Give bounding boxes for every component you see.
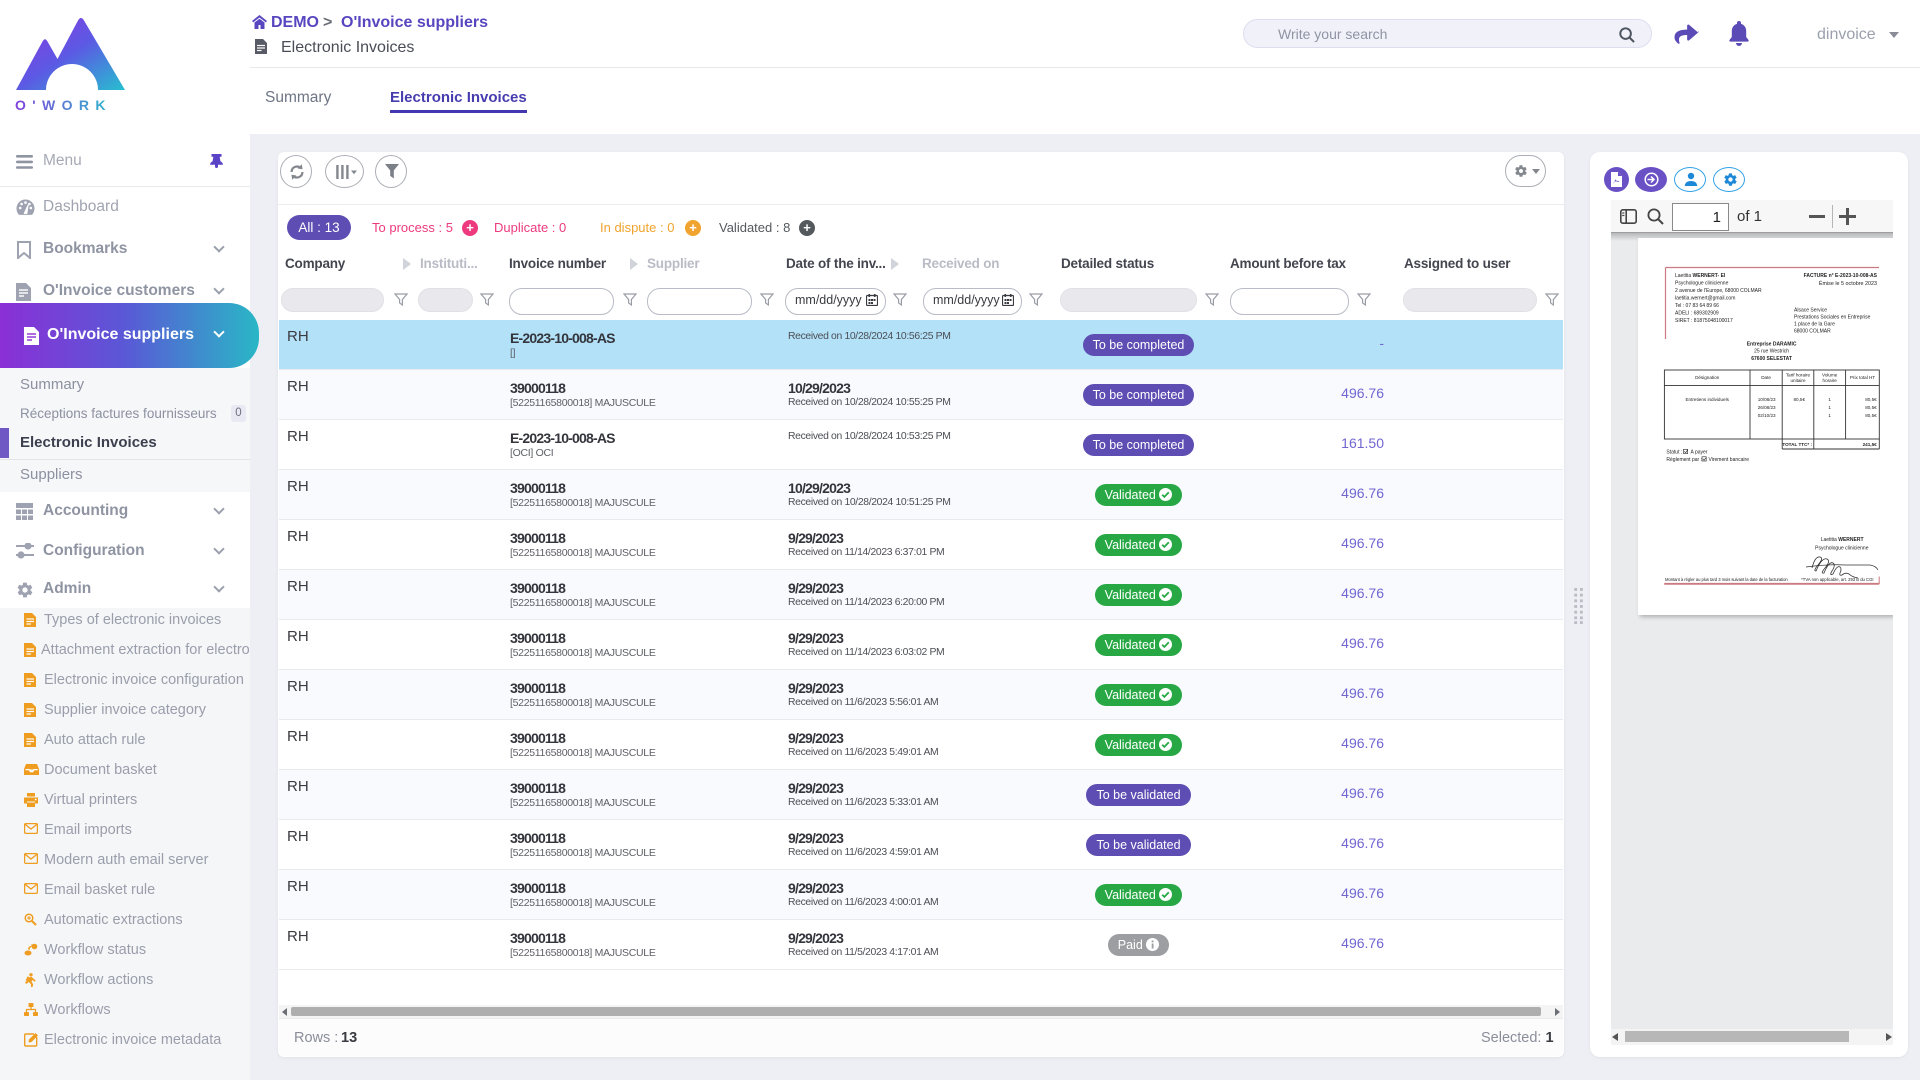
svg-text:80,5€: 80,5€	[1865, 405, 1877, 410]
svg-text:TOTAL TTC* :: TOTAL TTC* :	[1782, 442, 1812, 447]
svg-text:Tarif horaire: Tarif horaire	[1786, 373, 1811, 378]
svg-text:Alsace Service: Alsace Service	[1794, 308, 1827, 314]
svg-text:FACTURE n° E-2023-10-008-AS: FACTURE n° E-2023-10-008-AS	[1804, 273, 1878, 279]
svg-text:02/10/23: 02/10/23	[1758, 413, 1776, 418]
svg-text:Désignation: Désignation	[1695, 375, 1720, 380]
svg-text:Montant à régler au plus tard: Montant à régler au plus tard 3 mois sui…	[1665, 577, 1788, 582]
svg-text:25 rue Westrich: 25 rue Westrich	[1754, 349, 1789, 355]
svg-text:Règlement par :: Règlement par :	[1666, 457, 1702, 463]
svg-text:26/08/23: 26/08/23	[1758, 405, 1776, 410]
svg-text:Virement bancaire: Virement bancaire	[1709, 457, 1750, 463]
svg-text:68000 COLMAR: 68000 COLMAR	[1794, 329, 1831, 335]
svg-text:1: 1	[1828, 413, 1831, 418]
svg-text:1: 1	[1828, 405, 1831, 410]
svg-text:80,5€: 80,5€	[1865, 397, 1877, 402]
svg-text:241,5€: 241,5€	[1863, 442, 1877, 447]
svg-text:80,5€: 80,5€	[1794, 397, 1806, 402]
svg-text:Laetitia WERNERT: Laetitia WERNERT	[1821, 537, 1864, 543]
svg-text:Statut :: Statut :	[1666, 450, 1682, 456]
svg-text:A payer: A payer	[1691, 450, 1708, 456]
svg-text:horaire: horaire	[1823, 378, 1838, 383]
svg-text:Entretiens individuels: Entretiens individuels	[1685, 397, 1729, 402]
svg-text:2 avenue de l'Europe, 68000 CO: 2 avenue de l'Europe, 68000 COLMAR	[1675, 288, 1762, 294]
svg-text:Volume: Volume	[1822, 373, 1838, 378]
svg-text:O'WORK: O'WORK	[15, 97, 112, 113]
svg-text:Prix total HT: Prix total HT	[1850, 375, 1875, 380]
svg-text:unitaire: unitaire	[1790, 378, 1806, 383]
svg-text:Tel : 07 83 64 89 66: Tel : 07 83 64 89 66	[1675, 303, 1719, 309]
svg-text:Émise le 5 octobre 2023: Émise le 5 octobre 2023	[1819, 280, 1877, 287]
svg-text:10/08/23: 10/08/23	[1758, 397, 1776, 402]
svg-text:laetitia.wernert@gmail.com: laetitia.wernert@gmail.com	[1675, 296, 1735, 302]
svg-text:Prestations Sociales en Entrep: Prestations Sociales en Entreprise	[1794, 315, 1871, 321]
svg-text:67600 SELESTAT: 67600 SELESTAT	[1751, 356, 1792, 362]
svg-text:SIRET : 81875048100017: SIRET : 81875048100017	[1675, 318, 1733, 324]
svg-text:80,5€: 80,5€	[1865, 413, 1877, 418]
svg-text:Date: Date	[1761, 375, 1771, 380]
svg-text:*TVA non applicable, art. 293: *TVA non applicable, art. 293 B du CGI	[1801, 577, 1873, 582]
svg-text:Psychologue clinicienne: Psychologue clinicienne	[1675, 281, 1729, 287]
svg-text:1: 1	[1828, 397, 1831, 402]
svg-text:Psychologue clinicienne: Psychologue clinicienne	[1815, 546, 1869, 552]
svg-text:Laetitia WERNERT- EI: Laetitia WERNERT- EI	[1675, 273, 1726, 279]
svg-text:Entreprise DARAMIC: Entreprise DARAMIC	[1747, 341, 1797, 347]
svg-text:ADELI : 689302909: ADELI : 689302909	[1675, 311, 1719, 317]
svg-text:1 place de la Gare: 1 place de la Gare	[1794, 322, 1835, 328]
